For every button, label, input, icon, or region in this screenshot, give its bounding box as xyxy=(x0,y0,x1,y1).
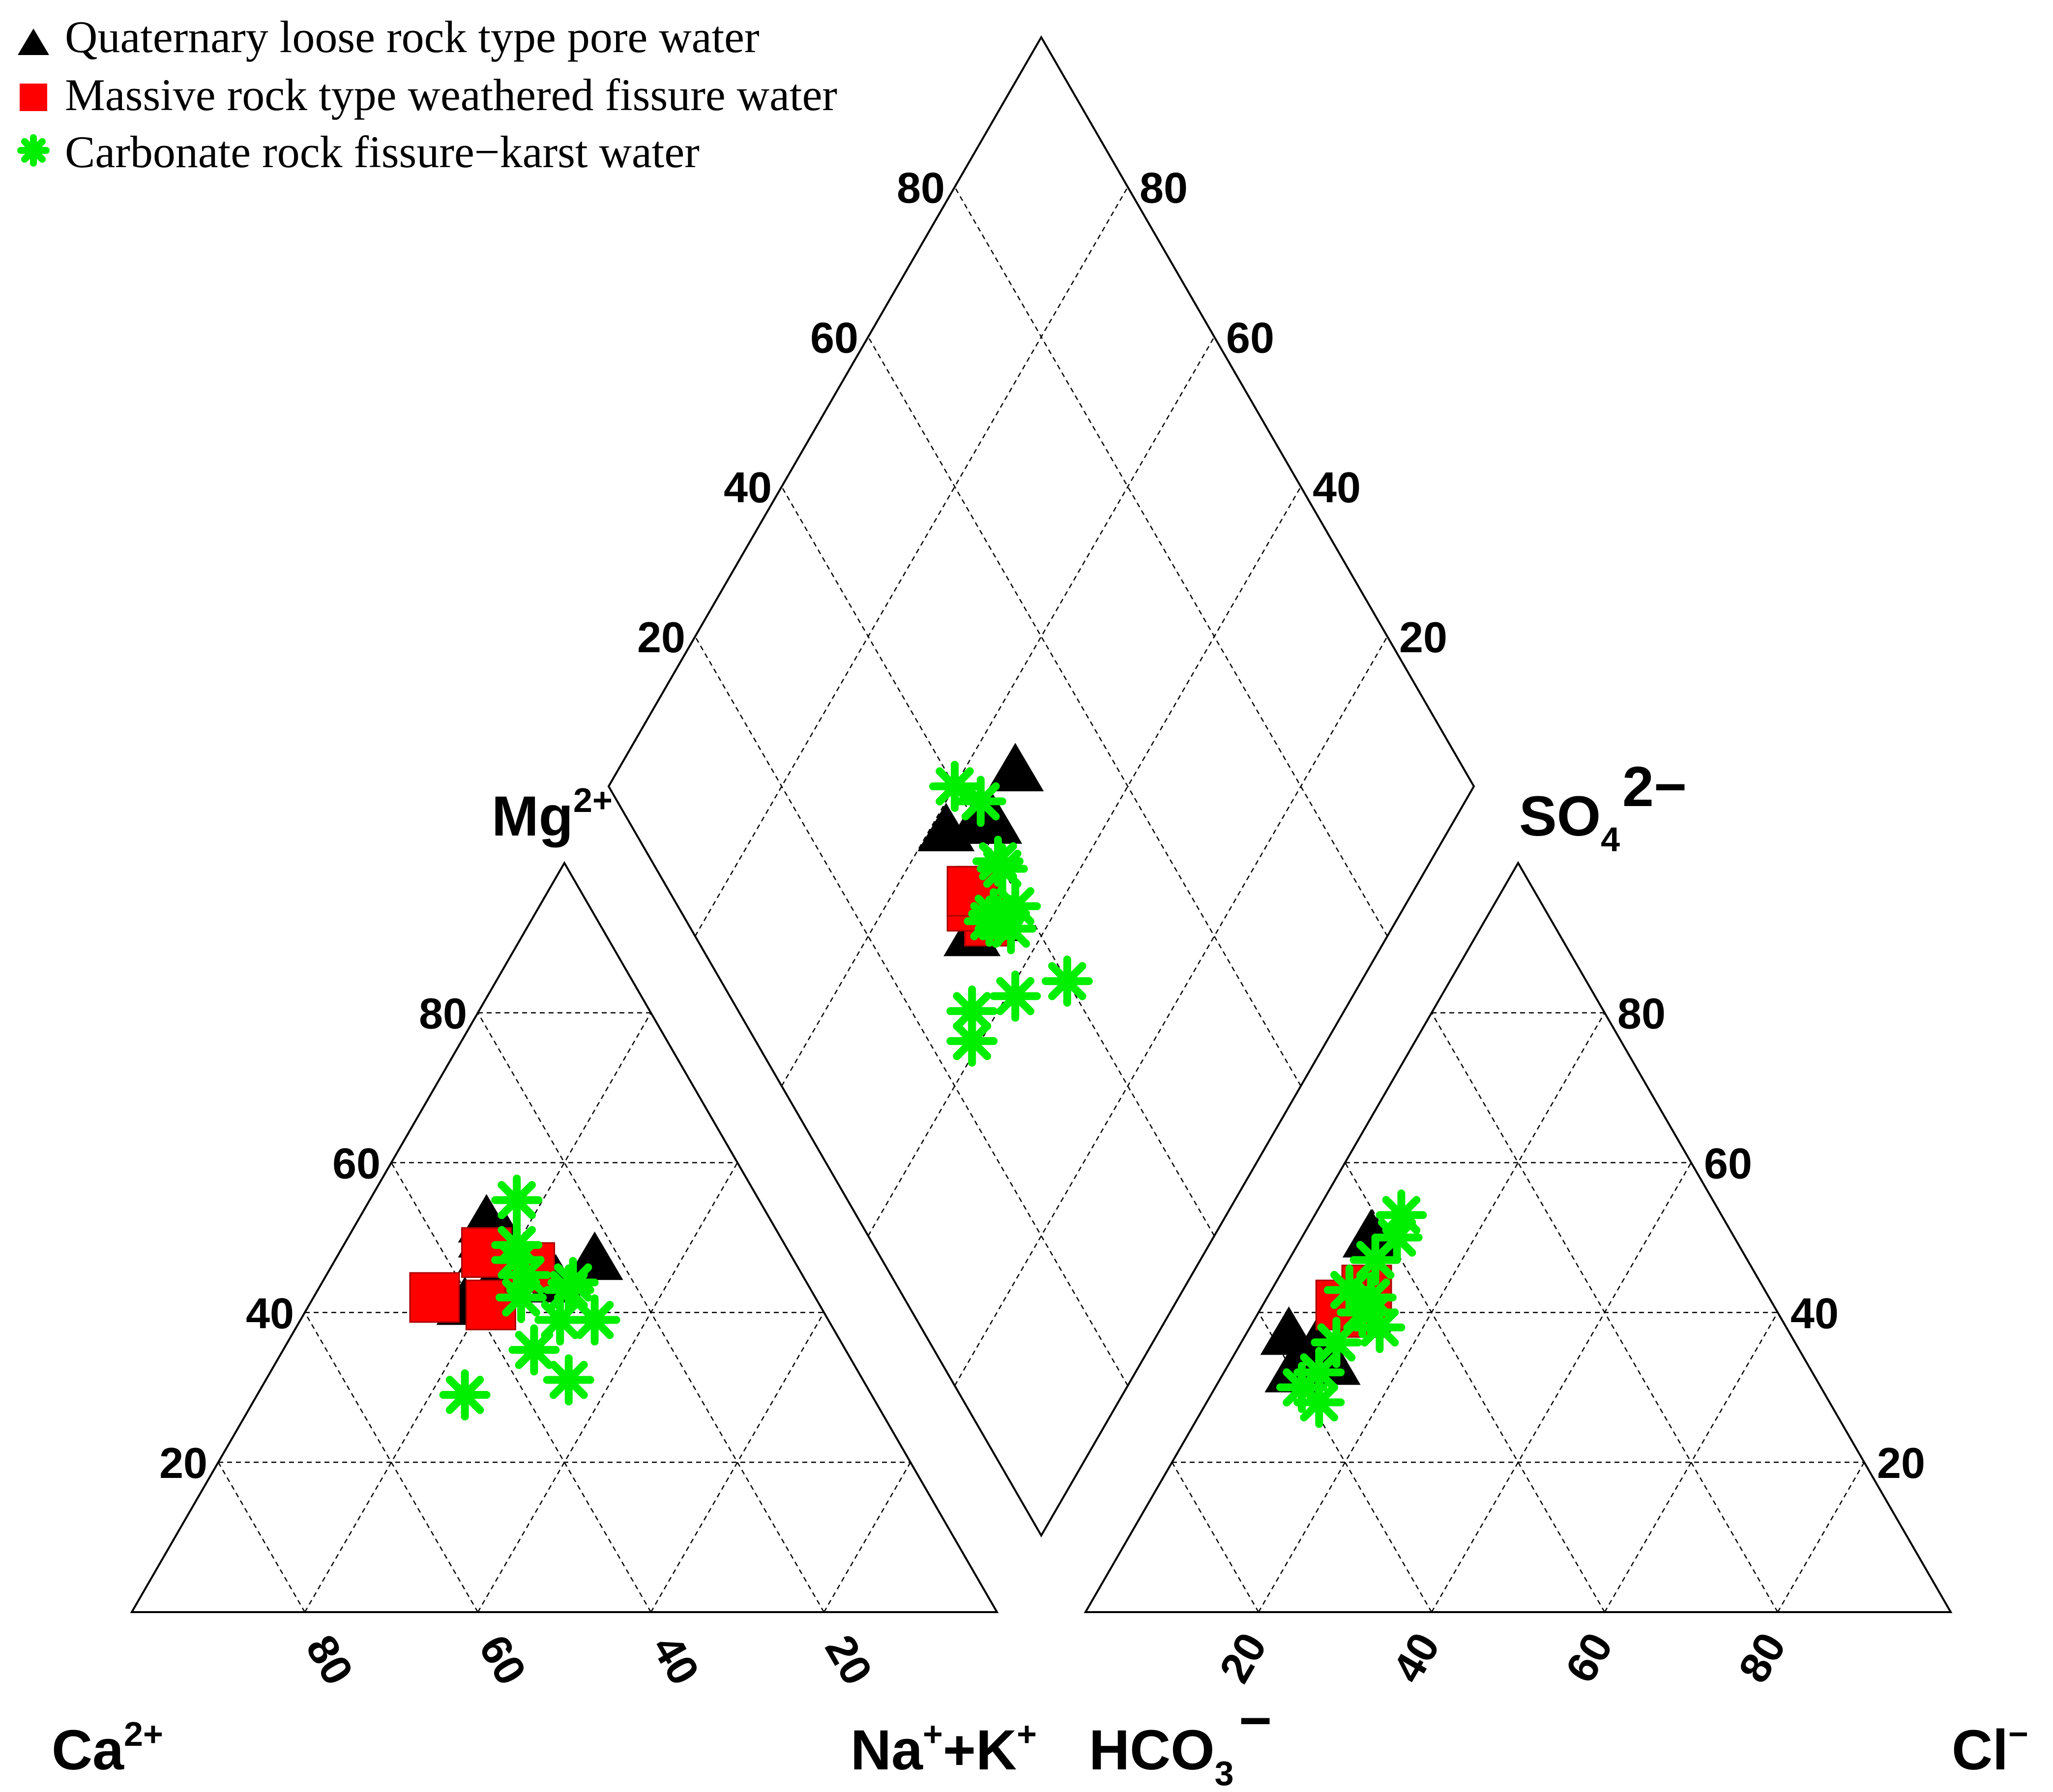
carbonate-diamond-point xyxy=(990,970,1041,1022)
carbonate-anion-point xyxy=(1311,1317,1362,1368)
cation-grid-ca xyxy=(477,1162,738,1613)
cation-grid-nak xyxy=(390,1162,652,1613)
carbonate-cation-point xyxy=(569,1294,620,1346)
anion-bottom-tick-label: 20 xyxy=(1210,1624,1276,1690)
diagram-frames xyxy=(130,35,1953,1613)
anion-so4-tick-label: 20 xyxy=(1877,1439,1925,1487)
quaternary-cation-point xyxy=(566,1231,623,1280)
carbonate-diamond-point xyxy=(955,776,1006,827)
anion-grid-hco3 xyxy=(1777,1462,1865,1613)
anion-so4-tick-label: 80 xyxy=(1617,989,1666,1038)
diamond-right-tick-label: 60 xyxy=(1226,313,1274,362)
carbonate-diamond-point xyxy=(946,1015,998,1067)
so4-axis-label-charge: 2− xyxy=(1622,755,1687,818)
legend-asterisk-marker xyxy=(17,134,50,167)
carbonate-cation-point xyxy=(491,1219,543,1271)
anion-triangle-frame xyxy=(1084,861,1953,1613)
anion-bottom-tick-label: 60 xyxy=(1556,1624,1622,1690)
anion-grid-cl xyxy=(1344,1162,1606,1613)
diamond-left-tick-label: 80 xyxy=(897,164,945,212)
diamond-grid-a xyxy=(694,186,1129,937)
diamond-right-tick-label: 40 xyxy=(1313,463,1361,512)
diamond-grid-b xyxy=(954,186,1388,937)
anion-bottom-tick-label: 80 xyxy=(1729,1624,1795,1690)
anion-so4-tick-label: 60 xyxy=(1704,1139,1752,1187)
cl-axis-label: Cl− xyxy=(1952,1715,2028,1782)
anion-so4-tick-label: 40 xyxy=(1790,1289,1839,1337)
diamond-left-tick-label: 40 xyxy=(724,463,772,512)
carbonate-diamond-point xyxy=(964,896,1015,947)
carbonate-anion-point xyxy=(1376,1189,1427,1241)
cation-mg-tick-label: 20 xyxy=(159,1439,207,1487)
ca-axis-label: Ca2+ xyxy=(52,1715,163,1782)
carbonate-cation-point xyxy=(543,1264,594,1316)
anion-grid-cl xyxy=(1431,1012,1779,1613)
carbonate-anion-point xyxy=(1349,1234,1401,1286)
diamond-grid-a xyxy=(781,336,1215,1087)
quaternary-diamond-point xyxy=(987,743,1044,792)
diamond-left-tick-label: 60 xyxy=(810,313,858,362)
diamond-grid-b xyxy=(694,636,1129,1386)
legend-square-marker xyxy=(20,84,47,111)
diamond-right-tick-label: 80 xyxy=(1140,164,1188,212)
carbonate-anion-point xyxy=(1323,1264,1375,1316)
carbonate-cation-point xyxy=(491,1174,543,1226)
carbonate-diamond-point xyxy=(976,843,1028,895)
cation-bottom-tick-label: 20 xyxy=(816,1627,882,1693)
cation-grid-ca xyxy=(823,1462,911,1613)
cation-mg-tick-label: 80 xyxy=(419,989,467,1038)
massive-cation-point xyxy=(409,1272,460,1323)
so4-axis-label: SO4 xyxy=(1519,785,1620,859)
legend-triangle-marker xyxy=(18,29,49,55)
carbonate-cation-point xyxy=(543,1354,594,1406)
cation-grid-nak xyxy=(217,1462,306,1613)
cation-mg-tick-label: 60 xyxy=(332,1139,381,1187)
anion-bottom-tick-label: 40 xyxy=(1383,1624,1449,1690)
anion-grid-hco3 xyxy=(1431,1162,1692,1613)
cation-grid-nak xyxy=(477,1012,825,1613)
cation-triangle-frame xyxy=(130,861,999,1613)
legend-label-carbonate: Carbonate rock fissure−karst water xyxy=(65,127,700,177)
data-points xyxy=(409,743,1427,1428)
tick-labels: 20 20 20 20 80 20 40 40 40 40 60 40 60 60 60 60 40 60 80 80… xyxy=(159,164,1925,1693)
carbonate-diamond-point xyxy=(1041,955,1093,1007)
cation-bottom-tick-label: 40 xyxy=(643,1627,709,1693)
legend-label-quaternary: Quaternary loose rock type pore water xyxy=(65,12,760,62)
diamond-frame xyxy=(607,35,1475,1538)
cation-mg-tick-label: 40 xyxy=(246,1289,294,1337)
anion-grid-hco3 xyxy=(1258,1012,1606,1613)
hco3-axis-label: HCO3 xyxy=(1089,1719,1234,1792)
diamond-grid-b xyxy=(781,486,1215,1237)
carbonate-cation-point xyxy=(508,1324,560,1376)
diamond-left-tick-label: 20 xyxy=(637,613,685,662)
legend-label-massive: Massive rock type weathered fissure wate… xyxy=(65,70,837,120)
diamond-right-tick-label: 20 xyxy=(1399,613,1447,662)
legend: Quaternary loose rock type pore water Ma… xyxy=(17,12,837,177)
diamond-grid-b xyxy=(867,336,1302,1087)
hco3-axis-label-charge: − xyxy=(1239,1689,1272,1752)
diamond-grid-a xyxy=(867,486,1302,1237)
diamond-grid-a xyxy=(954,636,1388,1386)
carbonate-anion-point xyxy=(1354,1301,1406,1353)
cation-bottom-tick-label: 80 xyxy=(297,1627,363,1693)
cation-bottom-tick-label: 60 xyxy=(470,1627,536,1693)
carbonate-cation-point xyxy=(439,1369,491,1420)
mg-axis-label: Mg2+ xyxy=(492,781,613,848)
nak-axis-label: Na++K+ xyxy=(851,1715,1037,1782)
anion-grid-cl xyxy=(1171,1462,1260,1613)
